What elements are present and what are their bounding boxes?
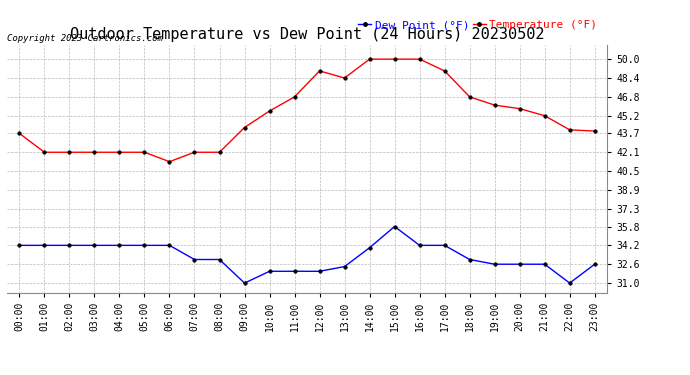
Text: Copyright 2023 Cartronics.com: Copyright 2023 Cartronics.com bbox=[7, 33, 163, 42]
Legend: Dew Point (°F), Temperature (°F): Dew Point (°F), Temperature (°F) bbox=[353, 16, 602, 35]
Title: Outdoor Temperature vs Dew Point (24 Hours) 20230502: Outdoor Temperature vs Dew Point (24 Hou… bbox=[70, 27, 544, 42]
